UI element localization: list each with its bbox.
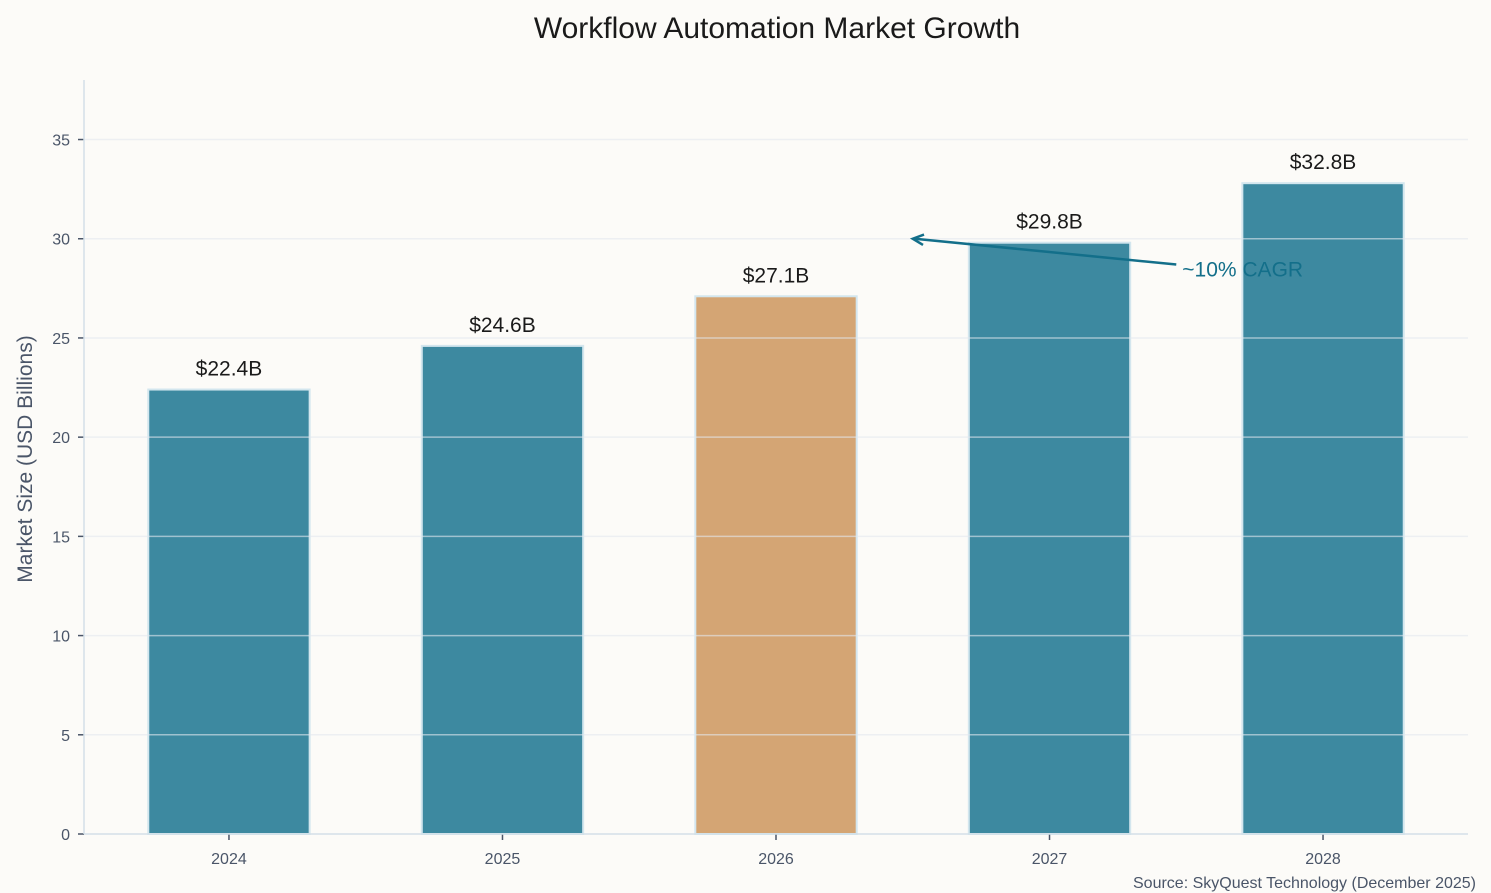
y-tick-label: 35 — [52, 133, 70, 150]
y-tick-label: 5 — [61, 728, 70, 745]
annotation-arrow-line — [914, 237, 1177, 266]
chart-title: Workflow Automation Market Growth — [534, 12, 1020, 45]
y-tick-label: 15 — [52, 529, 70, 546]
y-tick-label: 25 — [52, 331, 70, 348]
x-tick-label: 2026 — [758, 851, 794, 868]
source-note: Source: SkyQuest Technology (December 20… — [1133, 875, 1476, 892]
bar-2025 — [420, 344, 585, 835]
data-label-2027: $29.8B — [1016, 211, 1083, 234]
bar-2024 — [147, 388, 311, 835]
data-label-2028: $32.8B — [1290, 151, 1357, 174]
x-tick-label: 2027 — [1032, 851, 1068, 868]
y-tick-label: 0 — [61, 827, 70, 844]
bar-2026 — [694, 295, 858, 836]
annotation-arrowhead-icon — [909, 233, 925, 247]
data-label-2025: $24.6B — [469, 314, 536, 337]
y-tick-label: 10 — [52, 629, 70, 646]
y-tick-label: 20 — [52, 430, 70, 447]
x-tick-label: 2025 — [485, 851, 521, 868]
annotation-text: ~10% CAGR — [1182, 259, 1303, 282]
x-tick-label: 2028 — [1305, 851, 1341, 868]
y-axis-label: Market Size (USD Billions) — [14, 335, 37, 582]
bar-2028 — [1241, 182, 1405, 835]
bar-2027 — [967, 241, 1132, 835]
data-label-2026: $27.1B — [743, 264, 810, 287]
data-label-2024: $22.4B — [196, 358, 263, 381]
y-tick-label: 30 — [52, 232, 70, 249]
x-tick-label: 2024 — [211, 851, 247, 868]
